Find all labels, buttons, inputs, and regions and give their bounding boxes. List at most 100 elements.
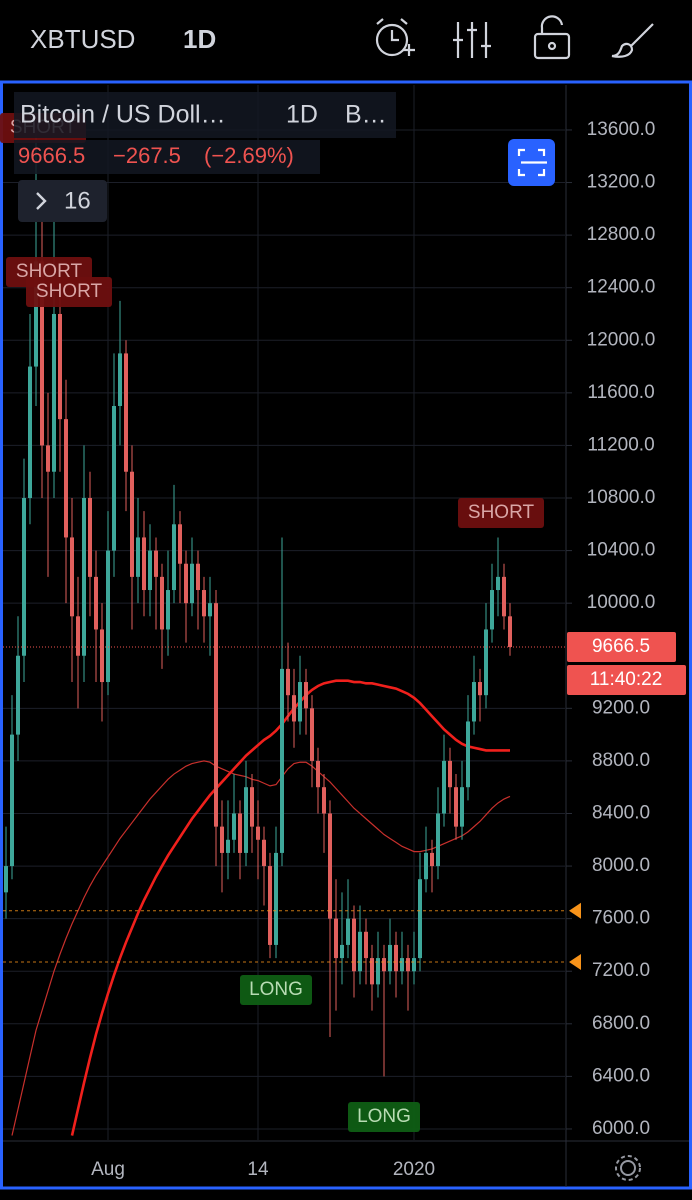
moving-average bbox=[11, 760, 511, 1136]
indicators-icon[interactable] bbox=[453, 22, 491, 58]
candle-body bbox=[220, 826, 224, 853]
candle-body bbox=[370, 958, 374, 985]
interval[interactable]: 1D bbox=[183, 24, 216, 54]
y-tick-label: 6400.0 bbox=[592, 1065, 650, 1086]
candle-body bbox=[352, 918, 356, 972]
candle-body bbox=[232, 813, 236, 840]
candle-body bbox=[322, 787, 326, 814]
candle-body bbox=[412, 958, 416, 972]
candle-body bbox=[34, 261, 38, 367]
candle-body bbox=[364, 931, 368, 959]
candle-body bbox=[130, 471, 134, 577]
candle-body bbox=[466, 721, 470, 788]
candle-body bbox=[250, 787, 254, 827]
lock-icon[interactable] bbox=[533, 15, 571, 60]
candle-body bbox=[136, 537, 140, 577]
candle-body bbox=[334, 918, 338, 959]
price-axis: 6000.0 6400.0 6800.0 7200.0 7600.0 8000.0 8400… bbox=[91, 119, 686, 1180]
countdown-box bbox=[567, 665, 686, 696]
candle-body bbox=[190, 563, 194, 604]
candle-body bbox=[106, 550, 110, 683]
candle-body bbox=[142, 537, 146, 591]
candle-body bbox=[22, 498, 26, 656]
candle-body bbox=[88, 498, 92, 577]
candle-body bbox=[484, 629, 488, 696]
candle-body bbox=[244, 787, 248, 853]
y-tick-label: 7600.0 bbox=[592, 908, 650, 929]
last-price-box bbox=[567, 632, 676, 663]
signal-label: SHORT bbox=[468, 502, 535, 523]
candle-body bbox=[388, 944, 392, 972]
legend-bg bbox=[14, 140, 320, 174]
candle-body bbox=[214, 603, 218, 827]
candle-body bbox=[280, 668, 284, 853]
candle-body bbox=[70, 537, 74, 617]
candle-body bbox=[310, 708, 314, 761]
alert-marker bbox=[569, 954, 581, 971]
candle-body bbox=[196, 563, 200, 591]
alert-marker bbox=[569, 902, 581, 919]
candle-body bbox=[178, 524, 182, 564]
candle-body bbox=[292, 695, 296, 722]
y-tick-label: 12400.0 bbox=[587, 277, 656, 298]
candle-body bbox=[46, 445, 50, 472]
signal-label-bg bbox=[348, 1102, 420, 1132]
candle-body bbox=[100, 629, 104, 683]
candle-body bbox=[304, 682, 308, 709]
legend-change: −267.5 bbox=[113, 143, 181, 168]
candle-body bbox=[64, 419, 68, 538]
candle-body bbox=[208, 603, 212, 617]
y-tick-label: 10400.0 bbox=[587, 540, 656, 561]
candle-body bbox=[28, 366, 32, 499]
candle-body bbox=[82, 498, 86, 656]
candle-body bbox=[226, 839, 230, 853]
settings-icon[interactable] bbox=[615, 1155, 641, 1181]
candle-body bbox=[262, 839, 266, 867]
chart-frame bbox=[0, 80, 692, 1190]
y-tick-label: 9200.0 bbox=[592, 697, 650, 718]
moving-average bbox=[70, 679, 510, 1136]
candle-body bbox=[76, 616, 80, 656]
signal-label: SHORT bbox=[36, 281, 103, 302]
candle-body bbox=[94, 576, 98, 630]
candle-body bbox=[418, 879, 422, 959]
candle-body bbox=[4, 866, 8, 893]
candle-body bbox=[382, 958, 386, 972]
candle-body bbox=[394, 944, 398, 972]
fullscreen-icon bbox=[517, 148, 547, 177]
candle-body bbox=[184, 563, 188, 604]
y-tick-label: 11600.0 bbox=[587, 382, 654, 403]
signal-label: LONG bbox=[357, 1106, 411, 1127]
y-tick-label: 13600.0 bbox=[587, 119, 656, 140]
y-tick-label: 8000.0 bbox=[592, 855, 650, 876]
y-tick-label: 10000.0 bbox=[587, 592, 656, 613]
candle-body bbox=[16, 655, 20, 735]
legend-change-percent: (−2.69%) bbox=[204, 143, 294, 168]
y-tick-label: 7200.0 bbox=[592, 960, 650, 981]
y-tick-label: 10800.0 bbox=[587, 487, 656, 508]
candle-body bbox=[376, 958, 380, 985]
drawing-icon[interactable] bbox=[611, 23, 654, 58]
alert-icon[interactable] bbox=[375, 18, 415, 57]
legend-exchange: B… bbox=[345, 101, 387, 129]
candle-body bbox=[328, 813, 332, 919]
indicator-toggle[interactable] bbox=[18, 180, 107, 222]
x-tick-label: Aug bbox=[91, 1159, 125, 1180]
candle-body bbox=[490, 590, 494, 630]
candle-body bbox=[424, 852, 428, 880]
candle-body bbox=[340, 944, 344, 959]
symbol[interactable]: XBTUSD bbox=[30, 24, 135, 54]
candle-body bbox=[52, 313, 56, 472]
y-tick-label: 8800.0 bbox=[592, 750, 650, 771]
candle-body bbox=[442, 760, 446, 814]
fullscreen-button[interactable] bbox=[508, 139, 555, 186]
candle-body bbox=[316, 760, 320, 788]
candle-body bbox=[160, 576, 164, 630]
legend-last: 9666.5 bbox=[18, 143, 85, 168]
y-tick-label: 6800.0 bbox=[592, 1013, 650, 1034]
candle-body bbox=[172, 524, 176, 591]
signal-label-bg bbox=[240, 975, 312, 1005]
plot-area bbox=[3, 116, 565, 1136]
